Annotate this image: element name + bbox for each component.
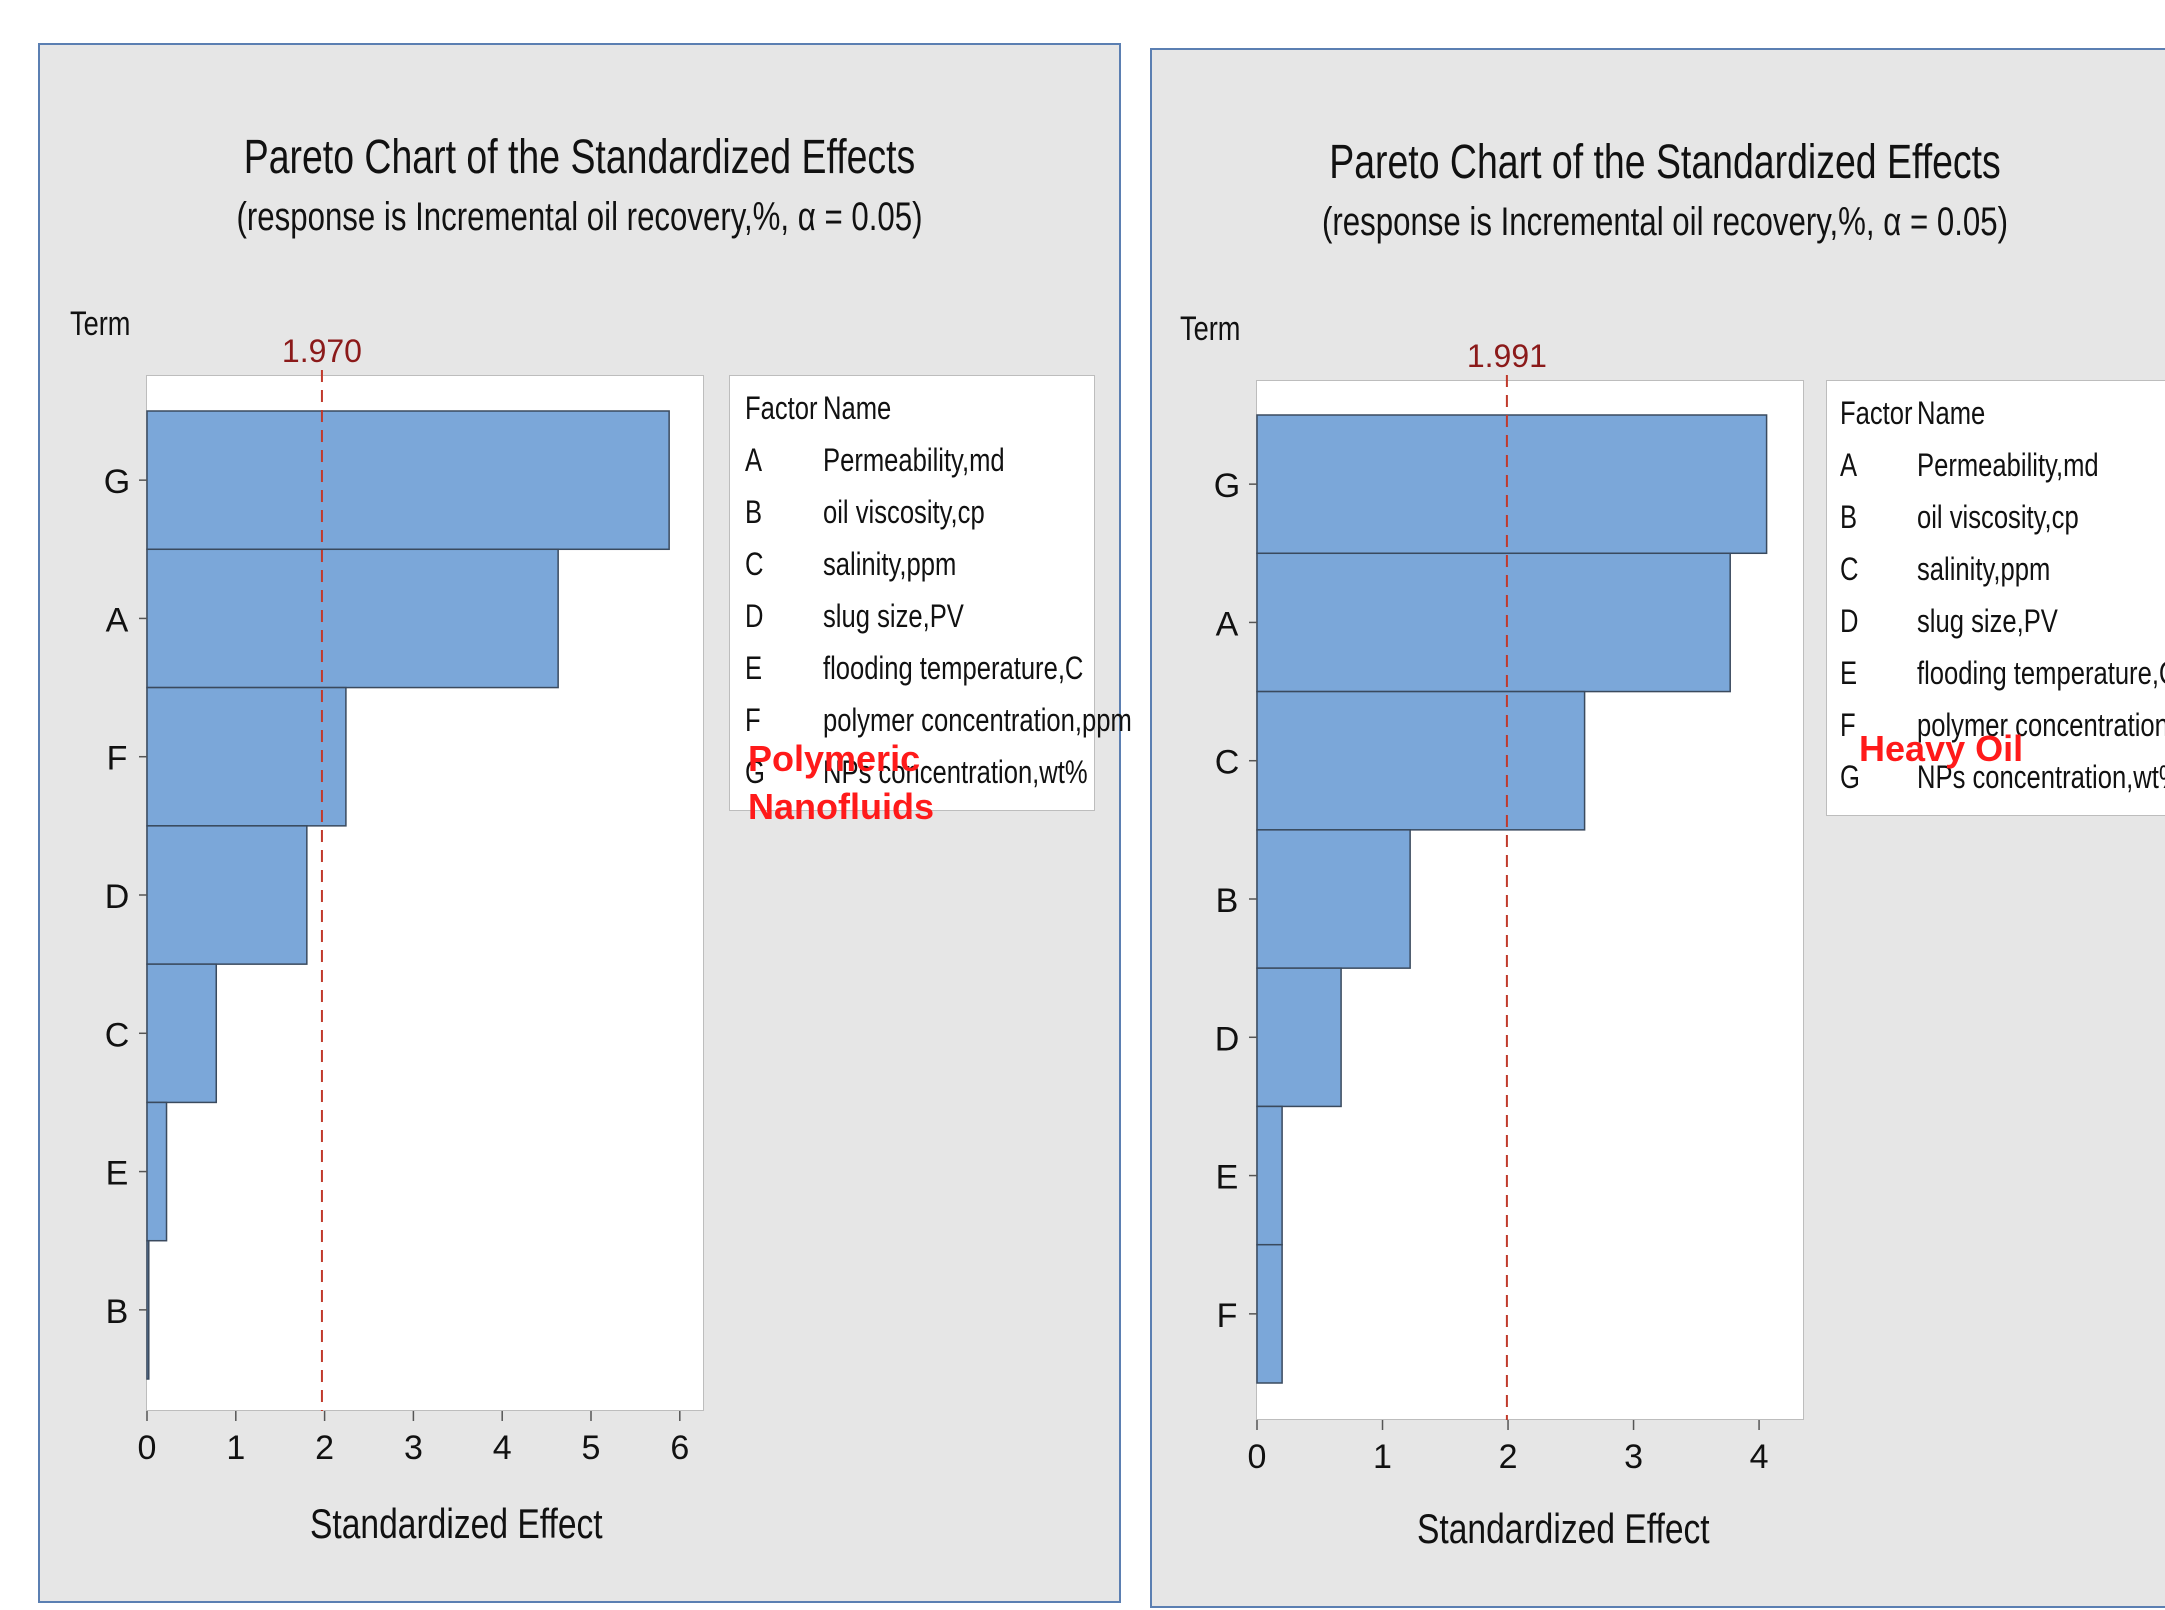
legend-factor-D: D (745, 598, 764, 634)
legend-name-F: polymer concentration,ppm (823, 702, 1132, 738)
y-tick-label-E: E (1216, 1159, 1239, 1197)
legend-factor-G: G (745, 754, 765, 790)
legend-factor-G: G (1840, 759, 1860, 795)
x-tick-label-0: 0 (1248, 1438, 1267, 1476)
legend-name-G: NPs concentration,wt% (823, 754, 1088, 790)
term-axis-label: Term (1180, 310, 1241, 348)
y-tick-label-A: A (1216, 605, 1239, 643)
y-tick-label-B: B (106, 1293, 129, 1331)
bar-F (146, 686, 347, 827)
legend-box (729, 375, 1095, 811)
y-tick-label-C: C (105, 1016, 130, 1054)
legend-header-name: Name (823, 390, 892, 426)
bar-D (1256, 967, 1342, 1108)
bar-D (146, 825, 308, 965)
bar-B (146, 1239, 150, 1380)
y-tick-label-G: G (1214, 467, 1240, 505)
y-tick-label-F: F (107, 740, 128, 778)
legend-factor-C: C (745, 546, 764, 582)
legend-factor-E: E (745, 650, 763, 686)
chart-title: Pareto Chart of the Standardized Effects (1329, 136, 2001, 189)
pareto-chart-heavy-oil: G A C B D E F 0 1 2 3 4 1.991 (1214, 338, 1769, 1476)
legend-name-D: slug size,PV (823, 598, 964, 634)
legend-factor-B: B (745, 494, 763, 530)
legend-name-C: salinity,ppm (823, 546, 957, 582)
bar-C (1256, 690, 1586, 831)
y-tick-label-F: F (1217, 1297, 1238, 1335)
pareto-chart-polymeric-nanofluids: G A F D C E B 0 1 2 3 4 5 6 1.970 (104, 333, 689, 1467)
bar-A (146, 548, 559, 689)
x-tick-label-4: 4 (493, 1429, 512, 1467)
bar-B (1256, 829, 1411, 969)
bar-E (146, 1101, 168, 1242)
chart-title: Pareto Chart of the Standardized Effects (243, 131, 916, 184)
legend-header-factor: Factor (745, 390, 818, 426)
x-axis-label: Standardized Effect (310, 1500, 603, 1547)
bar-C (146, 963, 218, 1104)
x-tick-label-3: 3 (1624, 1438, 1643, 1476)
x-tick-label-6: 6 (670, 1429, 689, 1467)
term-axis-label: Term (70, 305, 131, 343)
bar-F (1256, 1243, 1283, 1384)
legend-header-name: Name (1917, 395, 1986, 431)
legend-factor-A: A (745, 442, 763, 478)
x-tick-label-1: 1 (1373, 1438, 1392, 1476)
x-tick-label-0: 0 (138, 1429, 157, 1467)
legend-header-factor: Factor (1840, 395, 1913, 431)
legend-name-D: slug size,PV (1917, 603, 2058, 639)
chart-panel-polymeric-nanofluids: Pareto Chart of the Standardized Effects… (38, 43, 1132, 1603)
chart-subtitle: (response is Incremental oil recovery,%,… (236, 195, 923, 239)
x-tick-label-2: 2 (315, 1429, 334, 1467)
legend-name-B: oil viscosity,cp (1917, 499, 2079, 535)
legend-name-C: salinity,ppm (1917, 551, 2051, 587)
legend-factor-C: C (1840, 551, 1859, 587)
x-tick-label-5: 5 (582, 1429, 601, 1467)
overlay-label-text: Polymeric Nanofluids (748, 738, 934, 827)
legend-name-A: Permeability,md (1917, 447, 2099, 483)
x-tick-label-2: 2 (1499, 1438, 1518, 1476)
overlay-label-polymeric-nanofluids: Polymeric Nanofluids (748, 735, 934, 831)
x-axis-label: Standardized Effect (1417, 1505, 1710, 1552)
legend-box (1826, 380, 2165, 816)
bar-G (146, 410, 670, 551)
legend-factor-F: F (1840, 707, 1856, 743)
bar-G (1256, 414, 1768, 555)
legend-name-G: NPs concentration,wt% (1917, 759, 2165, 795)
bar-A (1256, 552, 1731, 693)
overlay-label-text: Heavy Oil (1859, 728, 2024, 769)
y-tick-label-D: D (105, 878, 130, 916)
legend-name-A: Permeability,md (823, 442, 1005, 478)
reference-line-label: 1.991 (1467, 338, 1547, 374)
overlay-label-heavy-oil: Heavy Oil (1859, 725, 2023, 773)
legend-factor-A: A (1840, 447, 1858, 483)
legend-factor-F: F (745, 702, 761, 738)
y-tick-label-C: C (1215, 744, 1240, 782)
legend-name-F: polymer concentration,ppm (1917, 707, 2165, 743)
y-tick-label-E: E (106, 1155, 129, 1193)
x-tick-label-1: 1 (226, 1429, 245, 1467)
y-tick-label-A: A (106, 601, 129, 639)
legend-factor-B: B (1840, 499, 1858, 535)
y-tick-label-G: G (104, 463, 130, 501)
legend-name-E: flooding temperature,C (823, 650, 1084, 686)
y-tick-label-B: B (1216, 882, 1239, 920)
y-tick-label-D: D (1215, 1020, 1240, 1058)
bar-E (1256, 1105, 1283, 1246)
chart-subtitle: (response is Incremental oil recovery,%,… (1322, 200, 2008, 244)
legend-name-B: oil viscosity,cp (823, 494, 985, 530)
chart-panel-heavy-oil: Pareto Chart of the Standardized Effects… (1150, 48, 2165, 1608)
legend-factor-E: E (1840, 655, 1858, 691)
legend-factor-D: D (1840, 603, 1859, 639)
reference-line-label: 1.970 (282, 333, 362, 369)
legend-name-E: flooding temperature,C (1917, 655, 2165, 691)
x-tick-label-4: 4 (1750, 1438, 1769, 1476)
x-tick-label-3: 3 (404, 1429, 423, 1467)
